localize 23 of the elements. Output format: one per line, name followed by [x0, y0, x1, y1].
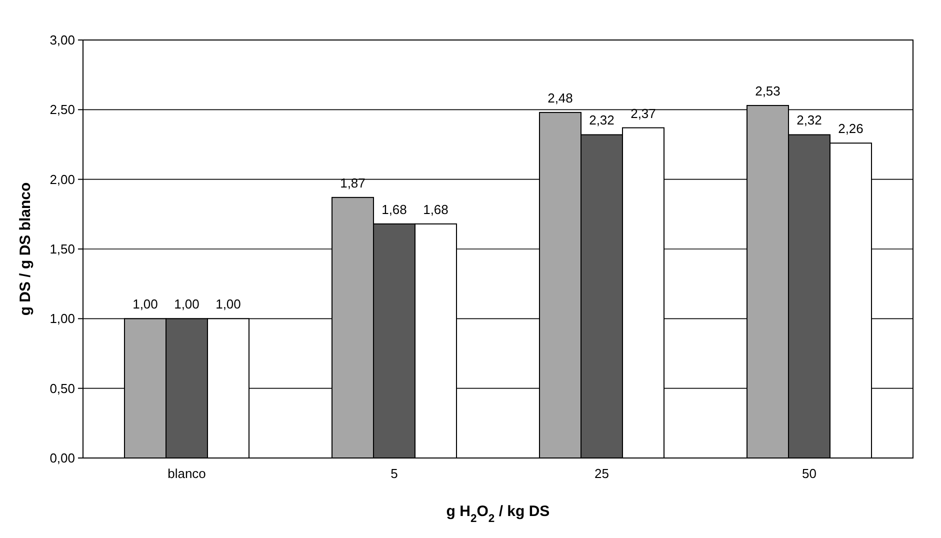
x-tick-label: 25 — [594, 466, 609, 481]
data-label: 1,68 — [382, 202, 407, 217]
data-label: 2,26 — [838, 121, 864, 136]
data-label: 2,53 — [755, 83, 780, 98]
data-label: 2,48 — [548, 90, 573, 106]
y-tick-label: 2,50 — [50, 102, 75, 118]
data-label: 1,68 — [423, 202, 448, 217]
y-axis-title: g DS / g DS blanco — [17, 182, 34, 316]
data-label: 2,32 — [589, 112, 614, 128]
x-axis-title: g H$_{2}$O$_{2}$ / kg DS — [446, 503, 550, 525]
data-label: 1,00 — [174, 296, 200, 312]
y-tick-label: 1,50 — [50, 242, 75, 257]
data-label: 1,00 — [132, 296, 158, 312]
y-tick-label: 0,50 — [50, 380, 75, 396]
x-tick-label: blanco — [168, 466, 206, 481]
y-tick-label: 1,00 — [50, 311, 75, 326]
x-tick-label: 5 — [390, 466, 398, 481]
x-tick-label: 50 — [802, 466, 816, 481]
y-tick-label: 0,00 — [50, 450, 75, 466]
y-tick-label: 2,00 — [50, 172, 75, 187]
data-label: 1,00 — [216, 296, 241, 312]
data-label: 2,32 — [796, 112, 822, 128]
y-tick-label: 3,00 — [50, 32, 75, 48]
